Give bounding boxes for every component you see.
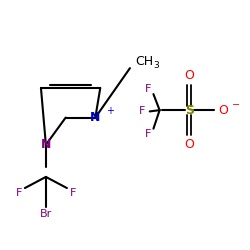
Text: N: N xyxy=(90,111,101,124)
Text: F: F xyxy=(70,188,76,198)
Text: F: F xyxy=(139,106,145,117)
Text: CH: CH xyxy=(135,56,153,68)
Text: N: N xyxy=(41,138,51,151)
Text: O: O xyxy=(184,69,194,82)
Text: −: − xyxy=(232,100,240,110)
Text: 3: 3 xyxy=(154,61,159,70)
Text: S: S xyxy=(185,104,194,117)
Text: O: O xyxy=(218,104,228,117)
Text: F: F xyxy=(16,188,22,198)
Text: Br: Br xyxy=(40,209,52,219)
Text: F: F xyxy=(145,84,152,94)
Text: F: F xyxy=(145,129,152,139)
Text: +: + xyxy=(106,106,114,117)
Text: O: O xyxy=(184,138,194,151)
